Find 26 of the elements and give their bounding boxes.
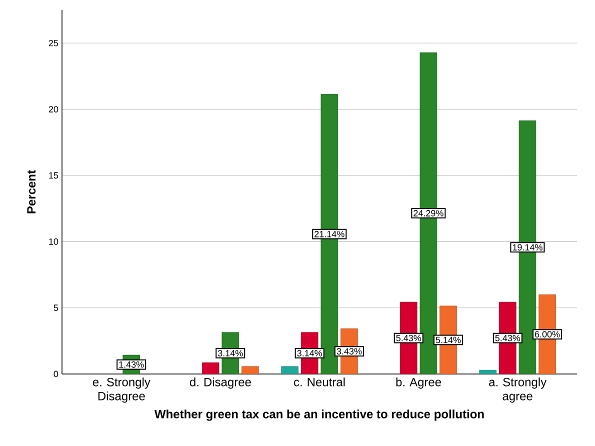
bar	[202, 362, 220, 374]
data-label: 21.14%	[314, 230, 344, 238]
x-axis-title: Whether green tax can be an incentive to reduce pollution	[154, 410, 484, 421]
data-label: 5.14%	[436, 336, 461, 344]
bar	[242, 366, 259, 374]
data-label: 6.00%	[534, 331, 560, 338]
data-label: 3.14%	[218, 350, 243, 356]
y-tick-label: 15	[49, 172, 58, 179]
y-axis-title: Percent	[27, 170, 36, 214]
data-label: 3.14%	[297, 350, 322, 356]
x-tick-label: c. Neutral	[294, 378, 345, 386]
y-tick-label: 20	[48, 106, 58, 112]
x-tick-label: a. Strongly agree	[489, 378, 547, 403]
y-tick-label: 5	[54, 304, 58, 311]
y-tick-label: 10	[49, 238, 58, 245]
y-tick-label: 25	[48, 40, 58, 46]
data-label: 5.43%	[495, 334, 520, 342]
x-tick-label: e. Strongly Disagree	[92, 378, 150, 403]
y-tick-label: 0	[54, 370, 58, 378]
data-label: 19.14%	[512, 244, 542, 251]
data-label: 3.43%	[336, 348, 362, 354]
data-label: 1.43%	[119, 361, 144, 368]
data-label: 5.43%	[396, 334, 422, 342]
data-label: 24.29%	[414, 210, 444, 216]
x-tick-label: d. Disagree	[190, 378, 251, 389]
x-tick-label: b. Agree	[396, 378, 441, 389]
